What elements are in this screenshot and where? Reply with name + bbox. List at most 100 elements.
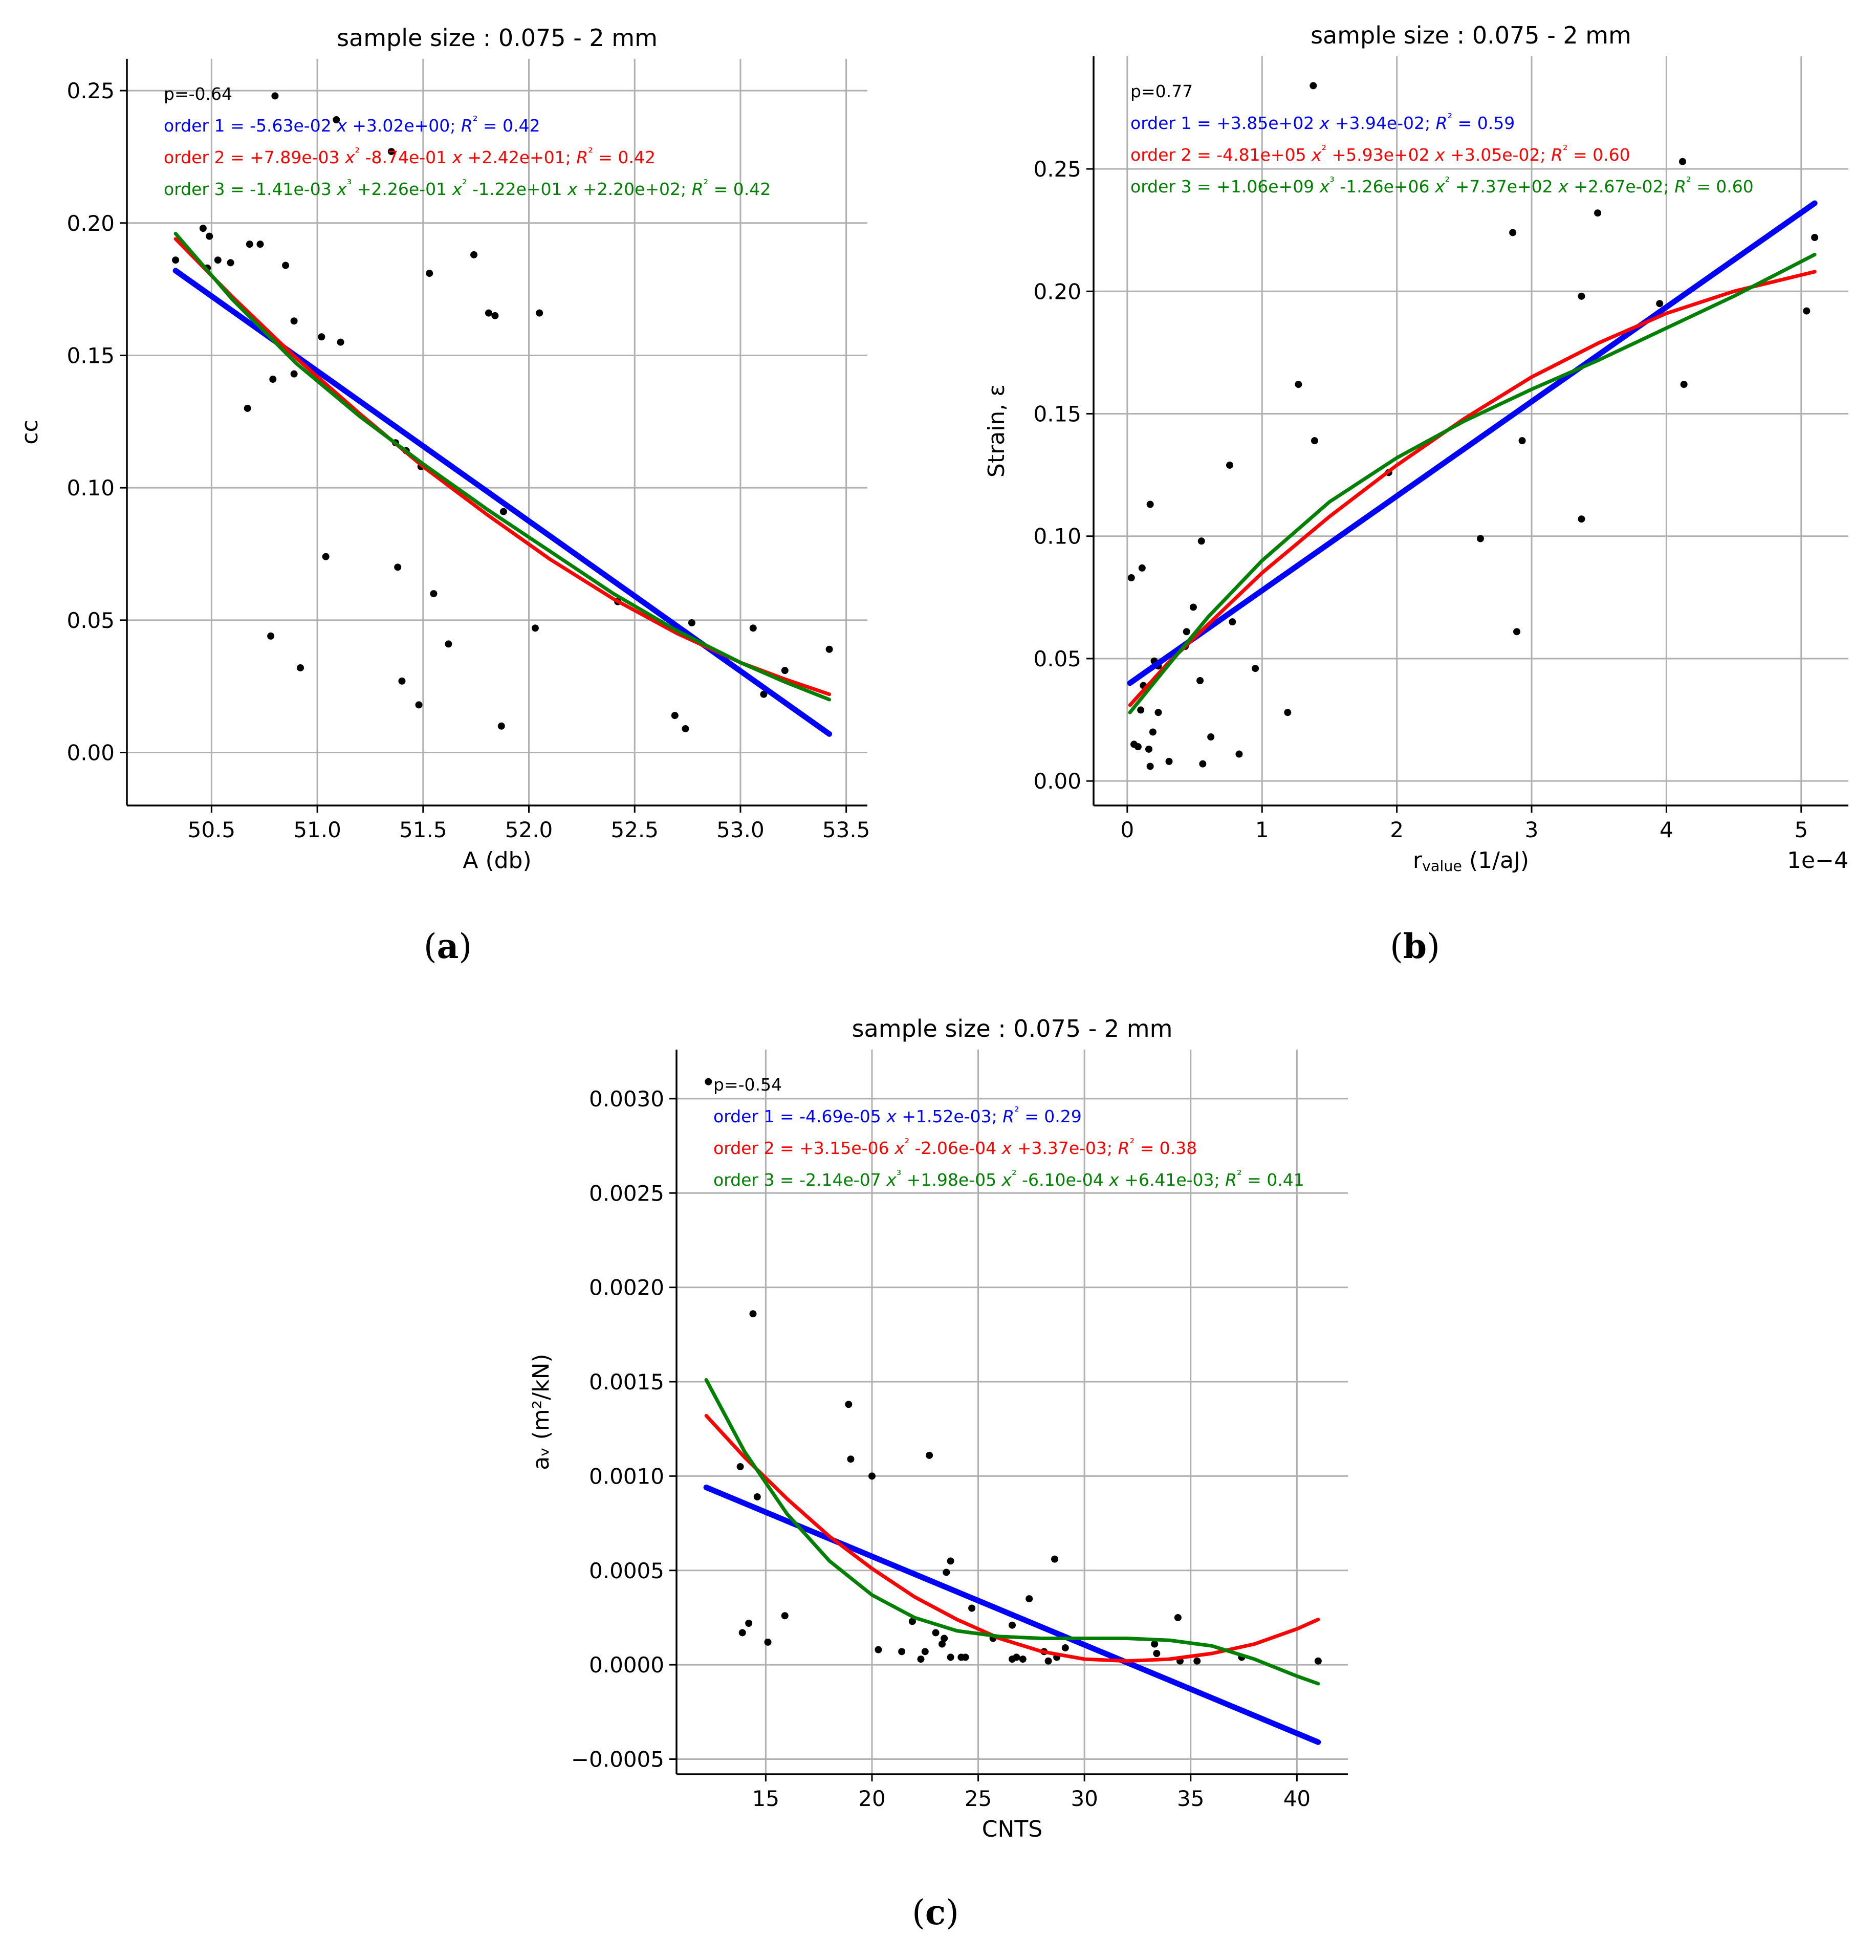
chart-title: sample size : 0.075 - 2 mm xyxy=(337,24,658,52)
data-point xyxy=(847,1455,855,1463)
data-point xyxy=(246,241,253,248)
y-tick-label: 0.0030 xyxy=(589,1086,664,1112)
panel-label: (a) xyxy=(424,926,472,966)
data-point xyxy=(426,270,433,277)
data-point xyxy=(1019,1656,1027,1663)
data-point xyxy=(875,1646,882,1653)
data-point xyxy=(1183,628,1190,636)
order3-equation: order 3 = -1.41e-03 x³​ +2.26e-01 x²​ -1… xyxy=(164,177,771,199)
data-point xyxy=(781,667,789,674)
data-point xyxy=(1518,437,1526,445)
data-point xyxy=(1226,461,1234,469)
data-point xyxy=(1578,515,1585,523)
data-point xyxy=(1229,618,1236,626)
data-point xyxy=(256,241,264,248)
data-point xyxy=(749,624,757,632)
y-tick-label: 0.25 xyxy=(67,78,115,103)
data-point xyxy=(536,309,543,317)
data-point xyxy=(671,712,679,720)
x-tick-label: 15 xyxy=(752,1786,779,1811)
data-point xyxy=(497,722,505,730)
x-scale-offset-label: 1e−4 xyxy=(1787,847,1848,874)
y-tick-label: 0.00 xyxy=(67,741,115,766)
data-point xyxy=(932,1629,940,1637)
data-point xyxy=(1189,603,1197,611)
order3-equation: order 3 = -2.14e-07 x³​ +1.98e-05 x²​ -6… xyxy=(713,1168,1304,1190)
x-axis-label: A (db) xyxy=(463,847,531,874)
data-point xyxy=(491,312,499,319)
data-point xyxy=(244,404,251,412)
data-point xyxy=(968,1604,976,1612)
data-point xyxy=(394,563,402,571)
fit-line-order-1 xyxy=(1127,200,1818,686)
data-point xyxy=(764,1638,772,1646)
order3-equation: order 3 = +1.06e+09 x³​ -1.26e+06 x²​ +7… xyxy=(1130,175,1754,197)
data-point xyxy=(1127,574,1135,582)
data-point xyxy=(947,1653,954,1661)
order1-equation: order 1 = -5.63e-02 x +3.02e+00; R²​ = 0… xyxy=(164,114,540,136)
x-tick-label: 51.0 xyxy=(293,817,341,842)
y-tick-label: 0.0005 xyxy=(589,1558,664,1583)
y-tick-label: 0.0025 xyxy=(589,1181,664,1206)
order1-equation: order 1 = +3.85e+02 x +3.94e-02; R²​ = 0… xyxy=(1130,111,1515,133)
x-tick-label: 50.5 xyxy=(188,817,236,842)
fit-lines xyxy=(1127,200,1818,714)
data-point xyxy=(290,317,298,325)
data-point xyxy=(271,92,279,100)
data-point xyxy=(1207,733,1215,741)
fit-line-order-3 xyxy=(173,231,832,702)
data-point xyxy=(705,1078,712,1085)
x-axis-label: CNTS xyxy=(982,1816,1042,1842)
data-point xyxy=(322,553,330,560)
correlation-annotation: p=-0.64 xyxy=(164,84,232,104)
data-point xyxy=(845,1401,853,1408)
data-point xyxy=(1193,1657,1201,1665)
data-point xyxy=(1578,292,1585,300)
x-tick-label: 35 xyxy=(1177,1786,1204,1811)
data-point xyxy=(1311,437,1318,445)
x-tick-label: 51.5 xyxy=(399,817,447,842)
data-point xyxy=(1314,1657,1322,1665)
data-point xyxy=(269,376,277,383)
x-tick-label: 2 xyxy=(1390,817,1404,842)
data-point xyxy=(1146,763,1154,770)
order2-equation: order 2 = +3.15e-06 x²​ -2.06e-04 x +3.3… xyxy=(713,1136,1197,1158)
x-tick-label: 20 xyxy=(858,1786,885,1811)
data-point xyxy=(753,1493,761,1500)
data-point xyxy=(745,1620,753,1627)
x-tick-label: 0 xyxy=(1120,817,1134,842)
data-point xyxy=(1680,381,1688,388)
order1-equation: order 1 = -4.69e-05 x +1.52e-03; R²​ = 0… xyxy=(713,1104,1082,1126)
data-point xyxy=(1134,743,1142,751)
x-tick-label: 30 xyxy=(1071,1786,1098,1811)
y-tick-label: 0.10 xyxy=(1033,524,1081,549)
x-tick-label: 25 xyxy=(965,1786,992,1811)
data-point xyxy=(1199,760,1207,768)
x-axis-label: rvalue (1/aJ) xyxy=(1413,847,1529,875)
data-point xyxy=(868,1472,876,1480)
data-point xyxy=(1196,677,1204,684)
x-tick-label: 52.0 xyxy=(505,817,553,842)
fit-line-order-2 xyxy=(1128,270,1817,707)
y-tick-label: 0.15 xyxy=(67,343,115,368)
data-point xyxy=(938,1640,946,1648)
data-point xyxy=(1146,500,1154,508)
chart-panel-b: 0 1 2 3 4 5 0.00 0.05 0.10 0.15 0.20 0.25 sample siz… xyxy=(984,21,1848,875)
data-point xyxy=(415,701,423,709)
x-tick-label: 53.5 xyxy=(822,817,870,842)
data-point xyxy=(1656,300,1664,308)
y-axis-label: aᵥ (m²/kN) xyxy=(528,1354,554,1470)
data-point xyxy=(445,640,452,648)
data-point xyxy=(214,256,222,264)
fit-line-order-1 xyxy=(703,1485,1321,1745)
data-point xyxy=(1138,564,1146,572)
data-point xyxy=(227,259,234,267)
data-point xyxy=(682,725,689,732)
chart-title: sample size : 0.075 - 2 mm xyxy=(852,1015,1173,1042)
data-point xyxy=(962,1653,969,1661)
data-point xyxy=(781,1612,789,1620)
data-point xyxy=(1137,706,1145,714)
data-point xyxy=(1151,1640,1159,1648)
